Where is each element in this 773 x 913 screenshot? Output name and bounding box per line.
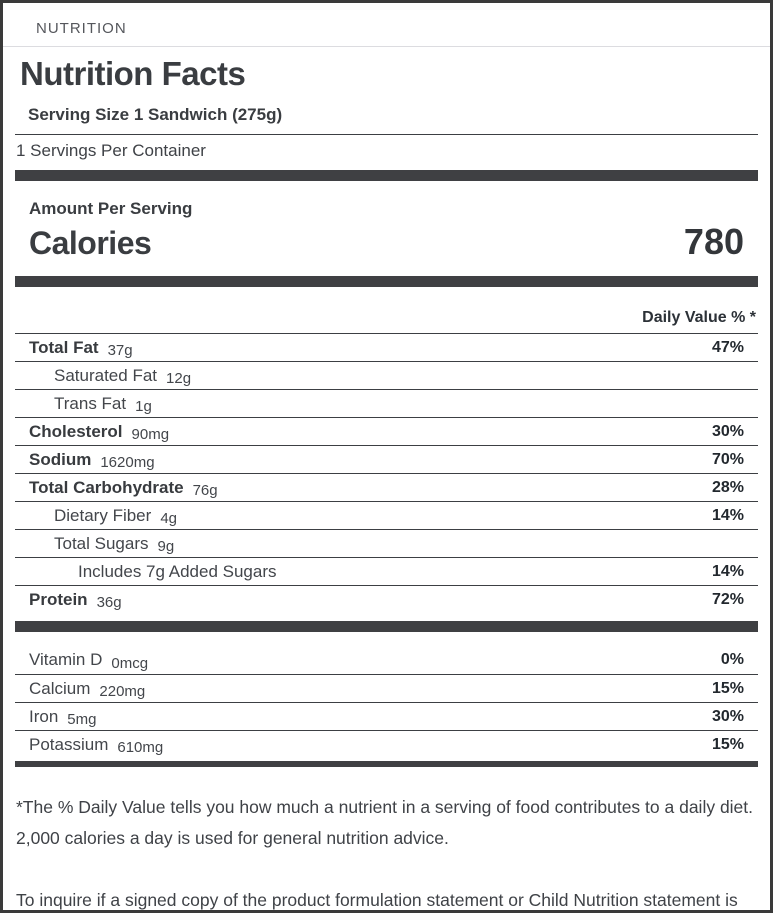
page-title: Nutrition Facts <box>20 55 246 92</box>
nutrient-daily-value: 14% <box>711 506 744 524</box>
nutrient-amount: 0mcg <box>111 654 149 672</box>
nutrient-amount: 5mg <box>67 711 97 728</box>
nutrient-amount: 610mg <box>117 739 164 756</box>
nutrient-amount: 220mg <box>99 683 146 700</box>
nutrient-amount: 12g <box>166 370 192 387</box>
nutrient-amount: 36g <box>96 594 122 611</box>
nutrient-row-saturated-fat: Saturated Fat 12g <box>15 361 758 389</box>
nutrient-daily-value: 30% <box>711 707 744 725</box>
nutrient-amount: 9g <box>157 538 175 555</box>
nutrient-name: Includes 7g Added Sugars <box>78 561 277 581</box>
section-eyebrow: NUTRITION <box>36 20 127 37</box>
amount-per-serving-label: Amount Per Serving <box>29 199 193 218</box>
nutrient-daily-value: 72% <box>711 590 744 608</box>
nutrient-daily-value: 47% <box>711 338 744 356</box>
nutrient-daily-value: 14% <box>711 562 744 580</box>
micronutrient-row-iron: Iron 5mg 30% <box>15 702 758 730</box>
nutrient-name: Potassium <box>29 734 109 754</box>
thick-bar-3 <box>15 621 758 632</box>
nutrient-row-total-sugars: Total Sugars 9g <box>15 529 758 557</box>
nutrient-name: Total Fat <box>29 337 99 357</box>
micronutrient-row-calcium: Calcium 220mg 15% <box>15 674 758 702</box>
thick-bar-4 <box>15 761 758 767</box>
thick-bar-2 <box>15 276 758 287</box>
nutrient-amount: 37g <box>107 342 133 359</box>
micronutrient-row-potassium: Potassium 610mg 15% <box>15 730 758 758</box>
nutrient-row-total-carbohydrate: Total Carbohydrate 76g 28% <box>15 473 758 501</box>
nutrient-name: Vitamin D <box>29 650 103 669</box>
nutrient-name: Protein <box>29 589 88 609</box>
nutrient-row-sodium: Sodium 1620mg 70% <box>15 445 758 473</box>
nutrient-name: Iron <box>29 706 59 726</box>
nutrient-row-protein: Protein 36g 72% <box>15 585 758 613</box>
nutrient-name: Dietary Fiber <box>54 505 152 525</box>
serving-size-text: Serving Size 1 Sandwich (275g) <box>28 105 283 124</box>
micronutrient-table: Vitamin D 0mcg 0% Calcium 220mg 15% Iron… <box>15 646 758 758</box>
nutrient-name: Saturated Fat <box>54 365 158 385</box>
nutrient-row-cholesterol: Cholesterol 90mg 30% <box>15 417 758 445</box>
serving-divider <box>15 134 758 135</box>
contact-text-before-link: To inquire if a signed copy of the produ… <box>16 890 738 910</box>
nutrient-amount: 76g <box>192 482 218 499</box>
nutrient-name: Sodium <box>29 449 92 469</box>
daily-value-footnote: *The % Daily Value tells you how much a … <box>16 797 754 848</box>
nutrient-amount: 1g <box>135 398 152 415</box>
servings-per-container-text: 1 Servings Per Container <box>16 141 206 160</box>
micronutrient-row-vitamin-d: Vitamin D 0mcg 0% <box>15 646 758 674</box>
nutrient-name: Total Sugars <box>54 533 149 553</box>
nutrient-name: Calcium <box>29 678 91 698</box>
nutrient-daily-value: 15% <box>711 679 744 697</box>
calories-row: Calories 780 <box>29 221 744 263</box>
thick-bar-1 <box>15 170 758 181</box>
nutrient-row-added-sugars: Includes 7g Added Sugars 14% <box>15 557 758 585</box>
daily-value-column-header: Daily Value % * <box>642 309 756 326</box>
nutrient-daily-value: 28% <box>711 478 744 496</box>
nutrient-table: Total Fat 37g 47% Saturated Fat 12g Tran… <box>15 333 758 613</box>
nutrient-daily-value: 70% <box>711 450 744 468</box>
nutrient-row-trans-fat: Trans Fat 1g <box>15 389 758 417</box>
nutrient-row-total-fat: Total Fat 37g 47% <box>15 333 758 361</box>
nutrient-daily-value: 30% <box>711 422 744 440</box>
nutrient-amount: 4g <box>160 510 177 527</box>
nutrient-daily-value: 0% <box>720 651 744 668</box>
nutrient-name: Cholesterol <box>29 421 123 441</box>
contact-footnote: To inquire if a signed copy of the produ… <box>16 885 756 910</box>
nutrient-row-dietary-fiber: Dietary Fiber 4g 14% <box>15 501 758 529</box>
nutrient-name: Total Carbohydrate <box>29 477 184 497</box>
nutrient-daily-value: 15% <box>711 735 744 753</box>
calories-value: 780 <box>683 221 744 262</box>
nutrient-amount: 90mg <box>131 426 170 443</box>
header-divider <box>3 46 770 47</box>
calories-label: Calories <box>29 225 152 261</box>
nutrient-amount: 1620mg <box>100 454 155 471</box>
nutrient-name: Trans Fat <box>54 393 127 413</box>
